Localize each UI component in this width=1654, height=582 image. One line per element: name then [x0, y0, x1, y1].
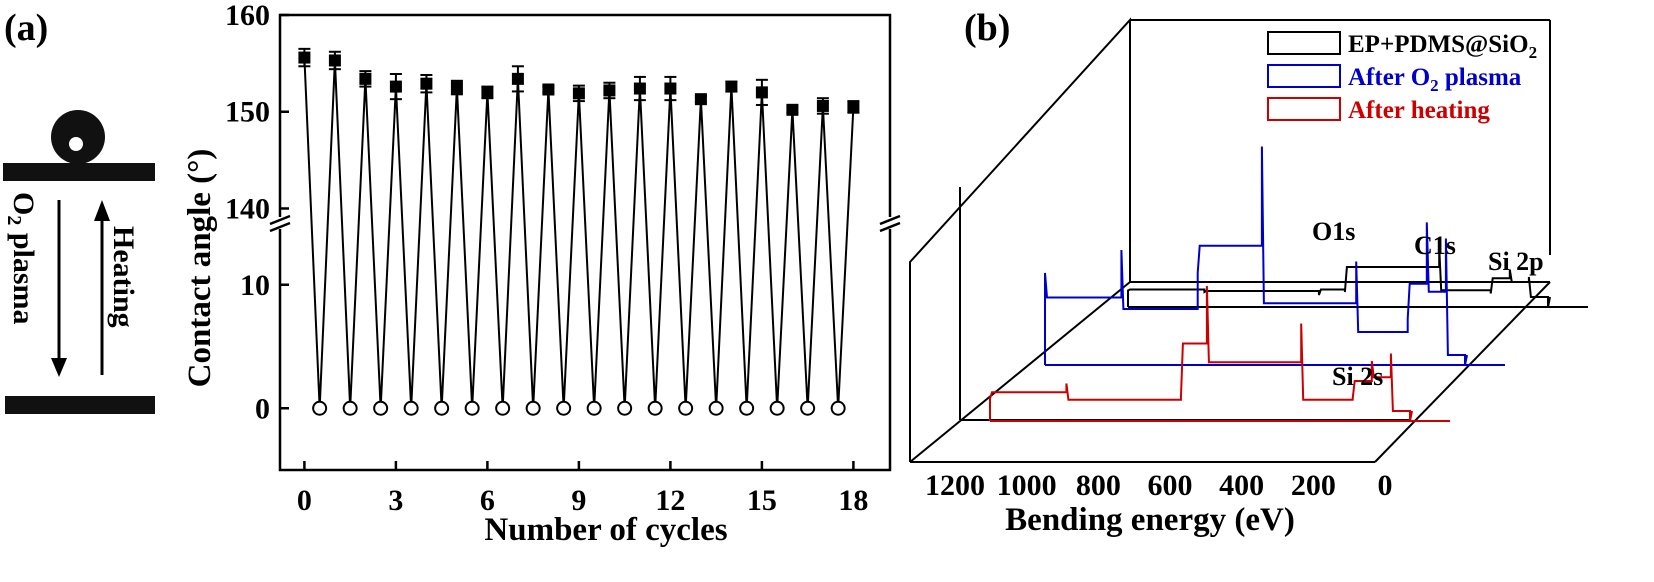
circle-marker [739, 400, 755, 416]
x-tick-label-b: 1200 [925, 469, 985, 502]
circle-marker [830, 400, 846, 416]
y-tick-label: 140 [225, 192, 270, 225]
legend-swatch [1267, 64, 1341, 88]
panel-b-label: (b) [964, 7, 1010, 49]
square-marker [725, 80, 738, 93]
square-marker [755, 86, 768, 99]
square-marker [328, 54, 341, 67]
circle-marker [617, 400, 633, 416]
xps-spectrum-line [1044, 146, 1468, 366]
xps-spectrum-line [1127, 246, 1551, 308]
square-marker [816, 99, 829, 112]
circle-marker [342, 400, 358, 416]
axis-break-left [269, 214, 292, 233]
square-marker [786, 103, 799, 116]
circle-marker [495, 400, 511, 416]
x-tick-label-b: 600 [1148, 469, 1193, 502]
circle-marker [556, 400, 572, 416]
x-tick-label: 9 [571, 484, 586, 517]
square-marker [359, 72, 372, 85]
axis-break-right [879, 214, 901, 233]
o2-plasma-label: O2 plasma [3, 192, 40, 325]
circle-marker [800, 400, 816, 416]
x-tick-label: 0 [297, 484, 312, 517]
x-tick-label: 15 [747, 484, 777, 517]
x-tick-label: 3 [388, 484, 403, 517]
x-tick-label: 12 [655, 484, 685, 517]
square-marker [664, 82, 677, 95]
water-droplet-icon [51, 110, 105, 164]
xps-3d-chart: 1200 1000 800 600 400 200 0 Bending energy (eV… [909, 17, 1588, 538]
x-tick-label: 6 [480, 484, 495, 517]
heating-label: Heating [107, 226, 140, 328]
circle-marker [769, 400, 785, 416]
up-arrowhead [94, 200, 110, 221]
contact-angle-chart: Number of cycles Contact angle (°) 0 3 6 9 1… [182, 0, 901, 548]
square-marker [603, 84, 616, 97]
square-marker [542, 83, 555, 96]
x-tick-label-b: 200 [1291, 469, 1336, 502]
circle-marker [434, 400, 450, 416]
circle-marker [586, 400, 602, 416]
y-tick-label: 160 [225, 0, 270, 32]
o1s-annotation: O1s [1312, 217, 1355, 246]
square-marker [389, 80, 402, 93]
legend-label: After O2 plasma [1348, 64, 1522, 95]
square-marker [633, 82, 646, 95]
square-marker [847, 100, 860, 113]
y-tick-label: 10 [240, 269, 270, 302]
legend-label: EP+PDMS@SiO2 [1348, 31, 1537, 62]
x-tick-label-b: 1000 [997, 469, 1057, 502]
x-tick-label-b: 0 [1378, 469, 1393, 502]
square-marker [298, 51, 311, 64]
x-tick-label: 18 [838, 484, 868, 517]
si2s-annotation: Si 2s [1332, 362, 1383, 391]
c1s-annotation: C1s [1414, 231, 1456, 260]
circle-marker [403, 400, 419, 416]
circle-marker [312, 400, 328, 416]
legend-swatch [1267, 31, 1341, 55]
plot-frame [278, 13, 892, 472]
droplet-schematic: O2 plasma Heating [3, 110, 155, 414]
y-axis-title: Contact angle (°) [182, 149, 218, 388]
legend-swatch [1267, 97, 1341, 121]
xps-spectrum-line [989, 285, 1413, 422]
substrate-bottom [5, 396, 155, 414]
si2p-annotation: Si 2p [1488, 247, 1544, 276]
x-axis-title: Number of cycles [484, 512, 727, 548]
x-tick-label-b: 400 [1219, 469, 1264, 502]
square-marker [450, 81, 463, 94]
circle-marker [678, 400, 694, 416]
square-marker [481, 86, 494, 99]
x-axis-title-b: Bending energy (eV) [1005, 502, 1295, 538]
down-arrowhead [51, 358, 67, 377]
square-marker [572, 87, 585, 100]
cycle-line [303, 57, 855, 409]
substrate-top [3, 163, 155, 181]
x-tick-label-b: 800 [1076, 469, 1121, 502]
circle-marker [464, 400, 480, 416]
square-marker [511, 72, 524, 85]
square-marker [420, 77, 433, 90]
droplet-highlight [69, 137, 83, 151]
square-marker [694, 93, 707, 106]
panel-a-label: (a) [4, 7, 48, 49]
circle-marker [647, 400, 663, 416]
legend-label: After heating [1348, 97, 1490, 124]
y-tick-label: 150 [225, 96, 270, 129]
circle-marker [708, 400, 724, 416]
circle-marker [525, 400, 541, 416]
circle-marker [373, 400, 389, 416]
y-tick-label: 0 [255, 392, 270, 425]
